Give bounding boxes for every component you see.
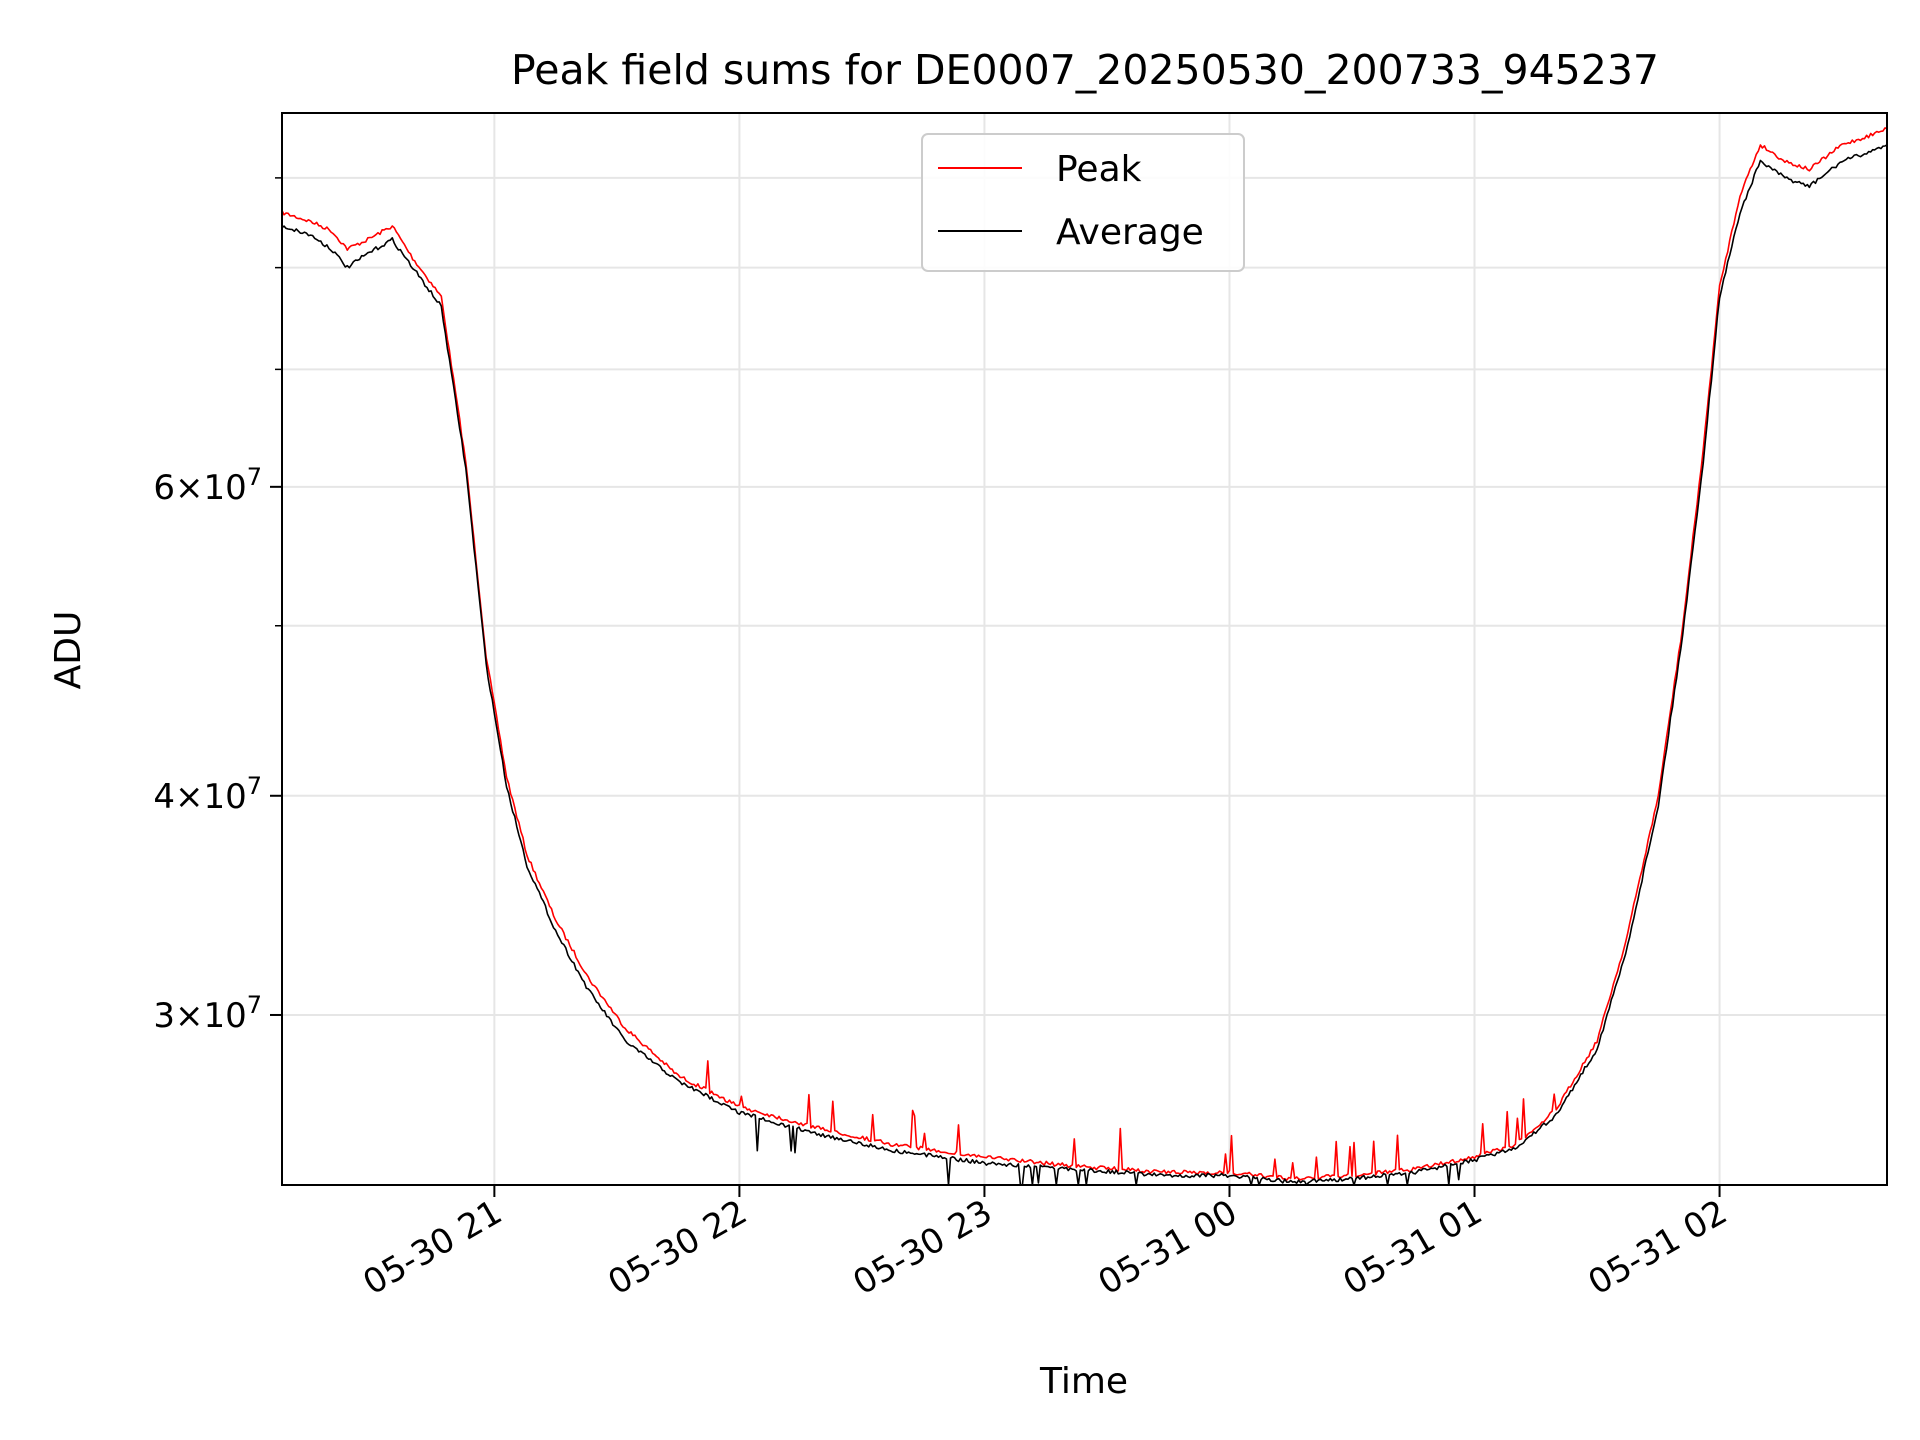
plot-area (281, 127, 1888, 1186)
y-axis-label: ADU (48, 611, 89, 690)
series-line-peak (281, 127, 1888, 1181)
y-tick-label: 4×107 (153, 772, 262, 817)
y-axis-ticks: 6×107 4×107 3×107 (153, 177, 282, 1036)
y-tick-label: 6×107 (153, 463, 262, 508)
axes-frame (281, 112, 1888, 1186)
x-axis-label: Time (1039, 1361, 1128, 1402)
legend-peak-label: Peak (1056, 149, 1142, 190)
y-tick-label: 3×107 (153, 991, 262, 1036)
series-line-average (281, 144, 1888, 1186)
legend: Peak Average (921, 133, 1245, 272)
legend-average-label: Average (1056, 212, 1204, 253)
chart-title: Peak field sums for DE0007_20250530_2007… (511, 46, 1659, 94)
